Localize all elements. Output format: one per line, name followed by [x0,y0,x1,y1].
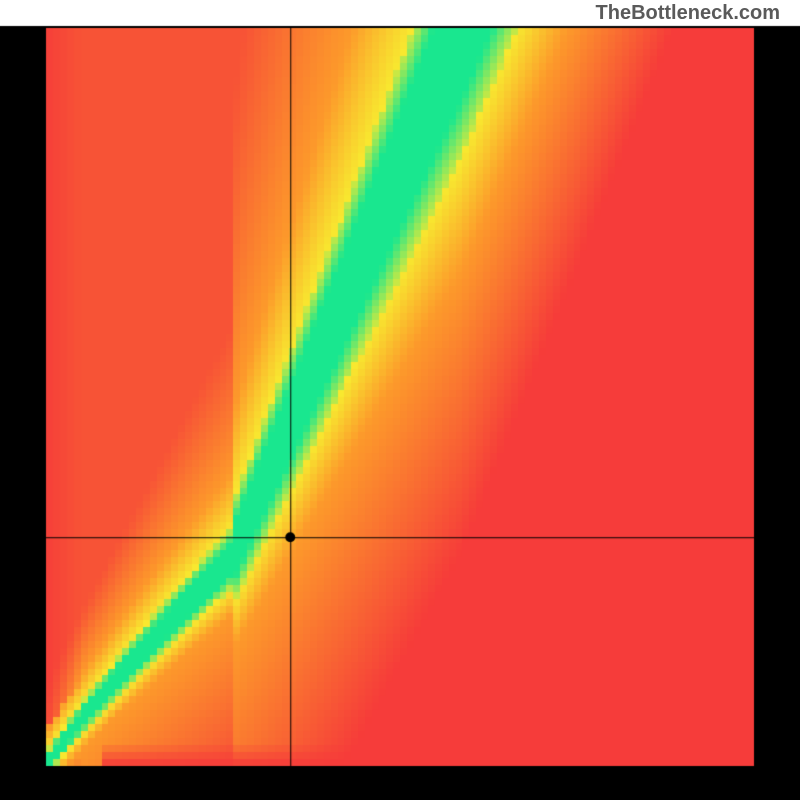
attribution-text: TheBottleneck.com [596,2,780,25]
heatmap-canvas [0,0,800,800]
chart-container: TheBottleneck.com [0,0,800,800]
